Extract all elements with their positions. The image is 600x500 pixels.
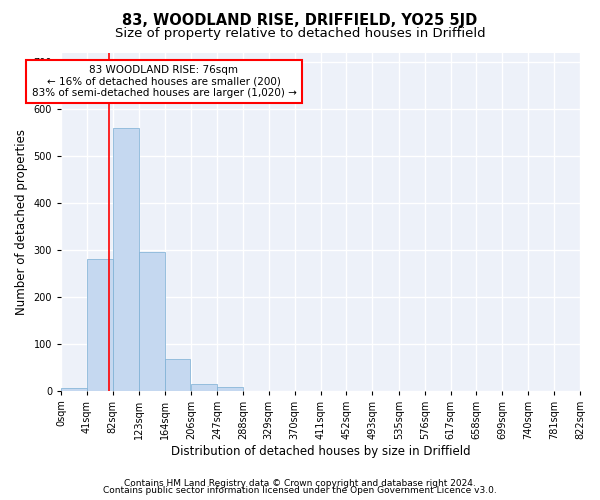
Text: 83 WOODLAND RISE: 76sqm
← 16% of detached houses are smaller (200)
83% of semi-d: 83 WOODLAND RISE: 76sqm ← 16% of detache… bbox=[32, 65, 296, 98]
Bar bbox=[87, 259, 113, 390]
Bar bbox=[139, 252, 164, 390]
Bar bbox=[61, 388, 87, 390]
Bar bbox=[113, 128, 139, 390]
Text: Size of property relative to detached houses in Driffield: Size of property relative to detached ho… bbox=[115, 28, 485, 40]
Bar bbox=[164, 358, 190, 390]
Text: Contains public sector information licensed under the Open Government Licence v3: Contains public sector information licen… bbox=[103, 486, 497, 495]
Bar bbox=[217, 387, 243, 390]
Bar bbox=[191, 384, 217, 390]
Y-axis label: Number of detached properties: Number of detached properties bbox=[15, 128, 28, 314]
Text: 83, WOODLAND RISE, DRIFFIELD, YO25 5JD: 83, WOODLAND RISE, DRIFFIELD, YO25 5JD bbox=[122, 12, 478, 28]
X-axis label: Distribution of detached houses by size in Driffield: Distribution of detached houses by size … bbox=[171, 444, 470, 458]
Text: Contains HM Land Registry data © Crown copyright and database right 2024.: Contains HM Land Registry data © Crown c… bbox=[124, 478, 476, 488]
